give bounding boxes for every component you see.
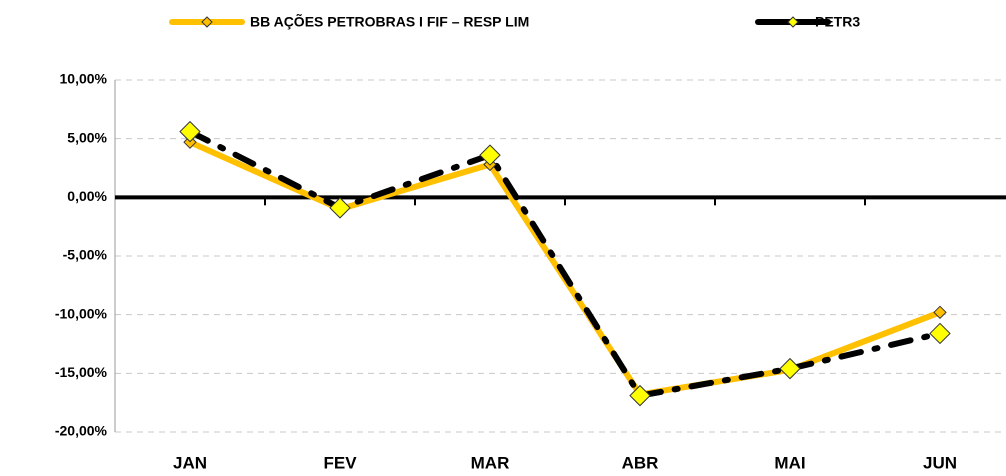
x-tick-label: ABR — [622, 453, 659, 472]
legend-marker — [787, 16, 799, 28]
marker — [933, 305, 947, 320]
marker — [329, 197, 351, 219]
x-tick-label: JUN — [923, 453, 957, 472]
y-tick-label: 10,00% — [60, 71, 108, 87]
y-tick-label: -10,00% — [55, 305, 108, 321]
series-line — [187, 139, 943, 398]
x-tick-label: JAN — [173, 453, 207, 472]
legend-marker — [201, 16, 213, 28]
series-line — [187, 128, 943, 399]
x-tick-label: FEV — [323, 453, 357, 472]
legend-label: BB AÇÕES PETROBRAS I FIF – RESP LIM — [250, 13, 529, 30]
y-tick-label: 5,00% — [67, 129, 107, 145]
marker — [629, 384, 651, 407]
marker — [929, 322, 951, 345]
y-tick-label: -20,00% — [55, 423, 108, 439]
marker — [479, 144, 501, 166]
y-tick-label: 0,00% — [67, 188, 107, 204]
marker — [179, 120, 201, 143]
y-tick-label: -15,00% — [55, 364, 108, 380]
x-tick-label: MAR — [471, 453, 510, 472]
x-tick-label: MAI — [774, 453, 805, 472]
marker — [779, 357, 801, 380]
y-tick-label: -5,00% — [63, 247, 108, 263]
legend-label: PETR3 — [815, 14, 860, 30]
